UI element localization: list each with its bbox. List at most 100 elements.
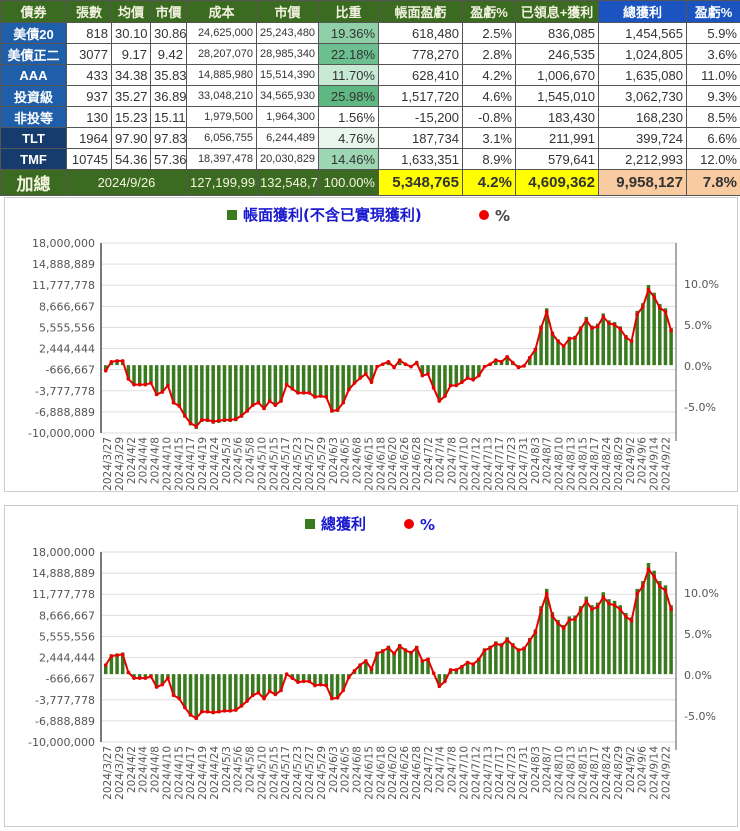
lots-cell: 1964 (67, 128, 112, 149)
profit-bar (562, 625, 566, 674)
avg-price-cell: 34.38 (112, 65, 151, 86)
percent-point (500, 644, 504, 648)
x-tick-label: 2024/7/8 (447, 746, 459, 793)
profit-bar (381, 649, 385, 674)
percent-point (398, 644, 402, 648)
percent-point (364, 372, 368, 376)
x-tick-label: 2024/7/4 (435, 746, 447, 793)
x-tick-label: 2024/7/12 (470, 746, 482, 800)
percent-point (449, 384, 453, 388)
column-header: 盈虧% (463, 1, 516, 23)
profit-bar (613, 601, 617, 674)
y2-tick-label: 0.0% (684, 360, 712, 373)
percent-point (291, 387, 295, 391)
percent-point (319, 394, 323, 398)
market-price-cell: 15.11 (151, 107, 187, 128)
total-cost: 127,199,993 (187, 170, 257, 196)
percent-point (200, 418, 204, 422)
book-pl-cell: 628,410 (379, 65, 463, 86)
total-pct-cell: 3.6% (687, 44, 740, 65)
x-tick-label: 2024/7/17 (494, 437, 506, 491)
percent-point (217, 710, 221, 714)
profit-bar (177, 365, 181, 407)
column-header: 張數 (67, 1, 112, 23)
percent-point (522, 364, 526, 368)
percent-point (285, 383, 289, 387)
percent-point (505, 638, 509, 642)
total-pct-cell: 6.6% (687, 128, 740, 149)
percent-point (460, 380, 464, 384)
percent-point (579, 327, 583, 331)
profit-bar (257, 674, 261, 693)
percent-point (206, 710, 210, 714)
realized-profit-cell: 1,006,670 (516, 65, 599, 86)
x-tick-label: 2024/8/13 (565, 437, 577, 491)
market-price-cell: 57.36 (151, 149, 187, 170)
y-tick-label: 8,666,667 (39, 300, 95, 313)
cost-cell: 6,056,755 (187, 128, 257, 149)
percent-point (330, 409, 334, 413)
cost-cell: 28,207,070 (187, 44, 257, 65)
legend-line-swatch-icon (479, 210, 489, 220)
profit-bar (449, 365, 453, 386)
x-tick-label: 2024/6/15 (363, 437, 375, 491)
profit-bar (257, 365, 261, 404)
profit-bar (324, 674, 328, 685)
book-pct-cell: 8.9% (463, 149, 516, 170)
y-tick-label: -10,000,000 (28, 427, 95, 440)
lots-cell: 3077 (67, 44, 112, 65)
percent-point (336, 408, 340, 412)
percent-point (483, 648, 487, 652)
percent-point (573, 336, 577, 340)
profit-bar (200, 674, 204, 713)
x-tick-label: 2024/8/29 (613, 437, 625, 491)
percent-point (624, 615, 628, 619)
x-tick-label: 2024/4/17 (185, 437, 197, 491)
percent-point (262, 697, 266, 701)
x-tick-label: 2024/9/22 (660, 437, 672, 491)
profit-bar (245, 674, 249, 702)
y-tick-label: 18,000,000 (32, 546, 95, 559)
percent-point (664, 310, 668, 314)
profit-bar (228, 674, 232, 712)
avg-price-cell: 54.36 (112, 149, 151, 170)
profit-bar (285, 365, 289, 385)
legend-bar-swatch-icon (227, 210, 237, 220)
percent-point (669, 329, 673, 333)
x-tick-label: 2024/5/15 (268, 437, 280, 491)
percent-point (217, 419, 221, 423)
profit-bar (630, 339, 634, 365)
cost-cell: 24,625,000 (187, 23, 257, 44)
profit-bar (652, 293, 656, 365)
x-tick-label: 2024/9/14 (649, 746, 661, 800)
percent-point (568, 618, 572, 622)
percent-point (296, 680, 300, 684)
profit-bar (200, 365, 204, 422)
profit-bar (466, 365, 470, 378)
profit-bar (579, 606, 583, 674)
x-tick-label: 2024/5/10 (256, 437, 268, 491)
percent-point (409, 651, 413, 655)
y-tick-label: -3,777,778 (35, 385, 95, 398)
avg-price-cell: 35.27 (112, 86, 151, 107)
profit-bar (223, 365, 227, 422)
y-tick-label: 5,555,556 (39, 630, 95, 643)
y-tick-label: 18,000,000 (32, 237, 95, 250)
x-tick-label: 2024/4/2 (126, 437, 138, 484)
x-tick-label: 2024/9/2 (625, 746, 637, 793)
x-tick-label: 2024/4/8 (150, 746, 162, 793)
market-price-cell: 30.86 (151, 23, 187, 44)
percent-point (398, 358, 402, 362)
percent-point (336, 696, 340, 700)
percent-point (115, 653, 119, 657)
percent-point (234, 708, 238, 712)
cost-cell: 33,048,210 (187, 86, 257, 107)
percent-point (274, 403, 278, 407)
bond-name-cell: AAA (1, 65, 67, 86)
profit-bar (511, 643, 515, 674)
lots-cell: 130 (67, 107, 112, 128)
x-tick-label: 2024/8/15 (577, 746, 589, 800)
market-value-cell: 15,514,390 (257, 65, 319, 86)
legend-bar-label: 帳面獲利(不含已實現獲利) (243, 206, 422, 224)
